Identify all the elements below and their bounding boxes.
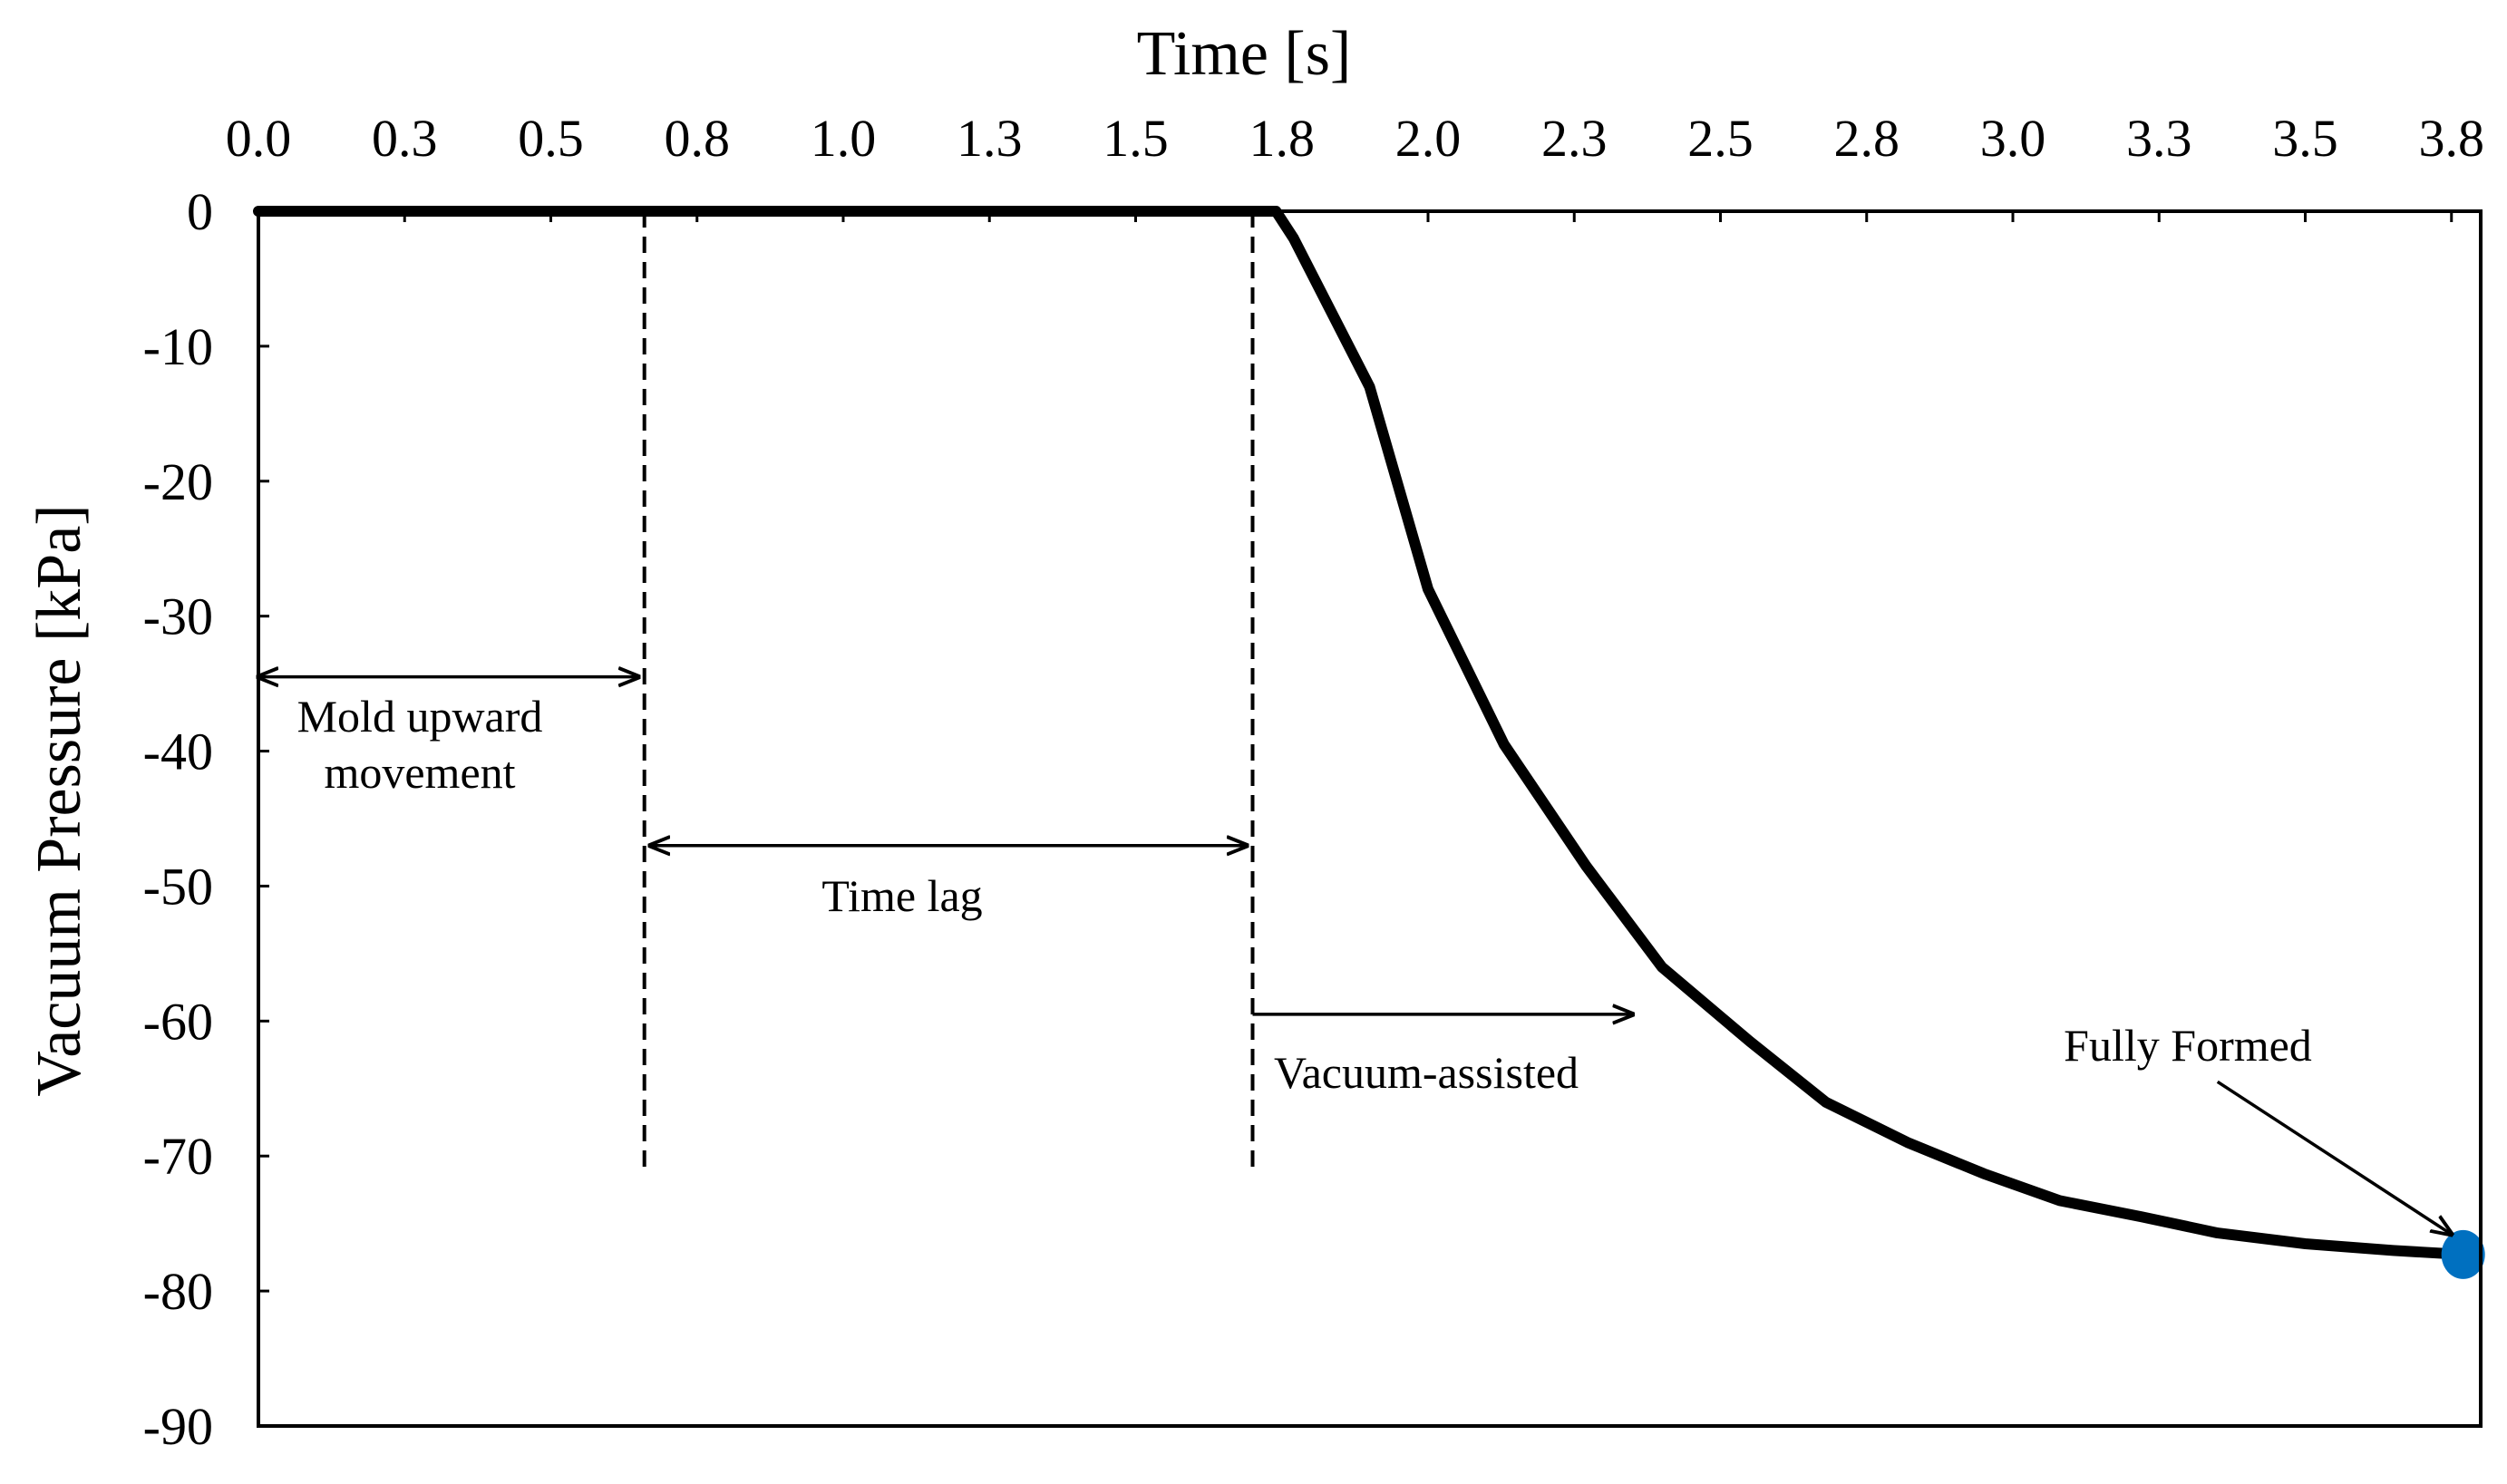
mold-label: Mold upward movement [297,691,543,798]
x-tick-label: 3.5 [2272,109,2338,168]
mold-label-line: Mold upward [297,691,543,742]
y-axis-title: Vacuum Pressure [kPa] [24,504,94,1096]
pressure-series-line [253,206,2469,1260]
y-tick-label: -30 [143,587,213,646]
y-tick-label: 0 [187,182,213,241]
x-tick-label: 2.3 [1541,109,1608,168]
x-tick-label: 2.0 [1395,109,1462,168]
fully-arrow [2216,1080,2452,1234]
annotations: Mold upward movement Time lag Vacuum-assist… [258,677,2452,1235]
x-tick-label: 1.5 [1103,109,1169,168]
timelag-label: Time lag [821,870,982,921]
x-tick-label: 1.3 [957,109,1023,168]
y-tick-label: -90 [143,1397,213,1456]
x-tick-label: 2.8 [1834,109,1900,168]
series-layer [253,206,2485,1279]
fully-label: Fully Formed [2064,1020,2312,1071]
vacuum-label-line: Vacuum-assisted [1274,1047,1579,1098]
timelag-label-line: Time lag [821,870,982,921]
y-tick-label: -40 [143,723,213,781]
vertical-dashed-lines [642,211,1255,1170]
mold-label-line: movement [324,747,515,798]
x-tick-label: 0.8 [665,109,731,168]
y-tick-label: -60 [143,992,213,1051]
y-ticks: 0 -10 -20 -30 -40 -50 -60 -70 -80 -90 [143,182,269,1456]
x-tick-label: 1.8 [1249,109,1316,168]
x-tick-label: 0.5 [518,109,584,168]
fully-formed-marker [2441,1229,2485,1279]
y-tick-label: -70 [143,1127,213,1186]
x-axis-title: Time [s] [1137,19,1352,89]
x-tick-label: 0.3 [372,109,438,168]
x-tick-label: 3.3 [2126,109,2192,168]
x-tick-label: 3.8 [2419,109,2485,168]
fully-label-line: Fully Formed [2064,1020,2312,1071]
y-tick-label: -10 [143,317,213,376]
x-tick-label: 0.0 [226,109,292,168]
x-tick-label: 2.5 [1687,109,1754,168]
vacuum-label: Vacuum-assisted [1274,1047,1579,1098]
x-ticks: 0.0 0.3 0.5 0.8 1.0 1.3 1.5 1.8 2.0 2.3 2.5 2.8 3.0 3… [226,109,2484,222]
plot-frame [257,209,2483,1428]
y-tick-label: -80 [143,1262,213,1321]
y-tick-label: -50 [143,857,213,916]
x-tick-label: 3.0 [1980,109,2046,168]
x-tick-label: 1.0 [811,109,877,168]
y-tick-label: -20 [143,452,213,511]
